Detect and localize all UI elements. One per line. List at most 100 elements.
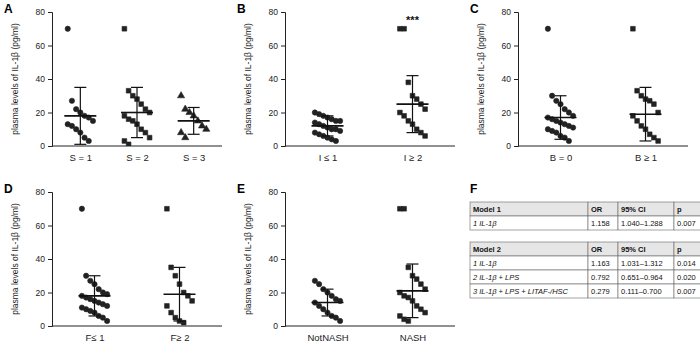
point [104, 303, 109, 308]
y-tick-label: 80 [502, 7, 512, 17]
x-tick-label: NASH [400, 332, 427, 343]
point [545, 26, 550, 31]
error-bar [174, 267, 186, 321]
plot-area [79, 206, 196, 325]
y-tick-label: 20 [269, 108, 279, 118]
table-cell [618, 256, 674, 270]
header-text: 95% CI [621, 245, 646, 254]
y-tick-mark [514, 46, 518, 47]
error-bar-cap [407, 263, 419, 264]
error-bar-stem [560, 96, 561, 140]
header-text: OR [591, 245, 603, 254]
panel: D020406080F≤ 1F≥ 2plasma levels of IL-1β… [4, 182, 222, 343]
y-tick-label: 60 [36, 221, 46, 231]
y-axis-line [514, 13, 519, 147]
header-text: p [677, 205, 682, 214]
x-tick: S = 1 [70, 146, 92, 163]
point [165, 206, 170, 211]
figure: A 0 20 40 60 80 S = 1 S = 2 S = 3 plasma levels o… [0, 0, 700, 359]
point [83, 273, 88, 278]
point [178, 128, 185, 134]
point [337, 318, 342, 323]
table-cell [674, 284, 700, 298]
error-bar-cap [89, 315, 101, 316]
error-bar-cap [188, 134, 200, 135]
y-tick-label: 80 [36, 7, 46, 17]
error-bar-cap [188, 107, 200, 108]
y-tick-label: 0 [506, 141, 511, 151]
point [178, 92, 185, 98]
point [419, 282, 424, 287]
point [316, 281, 321, 286]
panel-label: B [237, 2, 246, 16]
error-bar-stem [327, 289, 328, 316]
point [65, 26, 70, 31]
point [79, 206, 84, 211]
header-cell [618, 202, 674, 216]
error-bar [555, 96, 567, 140]
table-cell [470, 270, 588, 284]
y-tick-label: 40 [269, 74, 279, 84]
x-tick-label: I ≥ 2 [404, 152, 422, 163]
y-tick: 20 [269, 108, 285, 118]
y-tick-mark [48, 12, 52, 13]
y-tick: 40 [269, 254, 285, 264]
cell-text: 0.651–0.964 [621, 273, 663, 282]
table-cell [674, 256, 700, 270]
y-tick: 20 [36, 288, 52, 298]
error-bar-stem [80, 87, 81, 144]
y-tick: 40 [36, 74, 52, 84]
y-axis-line [48, 13, 53, 147]
point [402, 114, 407, 119]
point [337, 128, 342, 133]
point [104, 318, 109, 323]
error-bar-cap [555, 139, 567, 140]
y-axis: 020406080 [269, 7, 286, 151]
table-cell [588, 256, 618, 270]
point [203, 125, 210, 131]
y-tick-label: 0 [40, 321, 45, 331]
error-bar-stem [412, 76, 413, 133]
y-tick-mark [48, 113, 52, 114]
panel-label: F [470, 182, 477, 196]
panel-label: A [4, 2, 13, 16]
error-bar-cap [640, 87, 652, 88]
error-bar-cap [555, 95, 567, 96]
point [423, 310, 428, 315]
y-axis-title: plasma levels of IL-1β (pg/ml) [10, 203, 20, 315]
table-cell [588, 216, 618, 230]
y-tick: 0 [273, 141, 285, 151]
panel: E020406080NotNASHNASHplasma levels of IL… [237, 182, 455, 343]
point [570, 125, 575, 130]
error-bar-cap [407, 132, 419, 133]
point [139, 102, 144, 107]
x-tick-label: S = 3 [183, 152, 205, 163]
plot-area [64, 26, 209, 146]
table-cell [470, 284, 588, 298]
error-bar-cap [174, 320, 186, 321]
error-bar-stem [327, 116, 328, 136]
x-tick: I ≤ 1 [319, 146, 337, 163]
error-bar-cap [322, 135, 334, 136]
x-tick-label: F≤ 1 [86, 332, 105, 343]
header-cell [618, 242, 674, 256]
y-tick-label: 60 [269, 221, 279, 231]
header-cell [470, 242, 588, 256]
point [126, 88, 131, 93]
table-cell [470, 256, 588, 270]
y-tick: 20 [36, 108, 52, 118]
y-tick-mark [281, 192, 285, 193]
y-tick-label: 40 [502, 74, 512, 84]
plot-area [312, 26, 429, 143]
error-bar-cap [174, 267, 186, 268]
header-cell [588, 242, 618, 256]
y-tick-mark [281, 113, 285, 114]
point [143, 130, 148, 135]
table: Model 2OR95% CIp1 IL-1β1.1631.031–1.3120… [470, 242, 700, 298]
header-text: p [677, 245, 682, 254]
error-bar [322, 289, 334, 316]
x-tick: S = 2 [126, 146, 148, 163]
y-tick: 40 [269, 74, 285, 84]
cell-text: 1.040–1.288 [621, 219, 663, 228]
y-tick-label: 40 [36, 74, 46, 84]
